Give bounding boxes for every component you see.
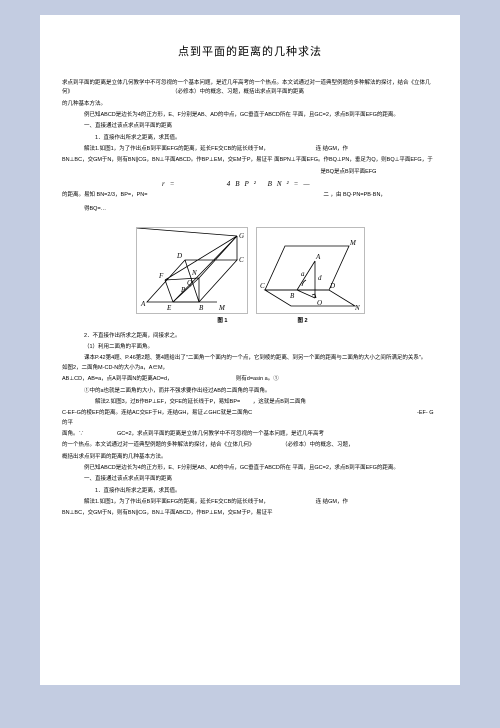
- paragraph-sol1b2: 是BQ是点B到平面EFG: [62, 168, 438, 177]
- paragraph-14: ①中的a也就是二面角的大小，而并不强求要作出经过AB的二面角的平面角。: [62, 387, 438, 396]
- paragraph-intro-2: 的几种基本方法。: [62, 100, 438, 109]
- paragraph-18: 的一个热点。本文试通过对一道典型例题的多种解法的探讨，结合《立体几何》 （必修本…: [62, 441, 438, 450]
- label2-B: B: [290, 292, 295, 300]
- paragraph-dist: 的距离。易知 BN=2/3，BP=，PN= 二 ，由 BQ·PN=PB·BN，: [62, 191, 438, 200]
- paragraph-22: 1．直接作出所求之距离，求其值。: [62, 487, 438, 496]
- label2-d: d: [318, 274, 322, 282]
- label-Q: Q: [187, 279, 192, 287]
- label-D: D: [176, 252, 182, 260]
- label-E: E: [166, 304, 172, 312]
- label2-M: M: [349, 239, 357, 247]
- paragraph-15: 解法2.如图3，过B作BP⊥EF，交FE的延长线于P，易知BP= ，这就是点B到…: [62, 398, 438, 407]
- formula: r= 4BP² BN²=—: [62, 180, 438, 188]
- figure-1-svg: A B C D F E G N P Q M: [137, 228, 247, 313]
- paragraph-sol1b: BN⊥BC，交GM于N，则有BN∥CG，BN⊥平面ABCD。作BP⊥EM，交EM…: [62, 156, 438, 165]
- page-title: 点到平面的距离的几种求法: [62, 43, 438, 59]
- paragraph-12: 课本P.42第4题、P.46第2题、第4题给出了"二面角一个面内的一个点，它到棱…: [62, 354, 438, 373]
- paragraph-16: C-EF-G的棱EF的距离。连结AC交EF于H，连结GH，易证∠GHC就是二面角…: [62, 409, 438, 428]
- label2-O: O: [317, 299, 322, 307]
- paragraph-method-1: 一、直接通过该点求点到平面的距离: [62, 122, 438, 131]
- caption-row: 图 1 图 2: [62, 316, 438, 324]
- caption-2: 图 2: [298, 316, 308, 324]
- label2-D: D: [329, 282, 335, 290]
- paragraph-23: 解法1.如图1，为了作出点B到平面EFG的距离，延长FE交CB的延长线于M， 连…: [62, 498, 438, 507]
- label-C: C: [239, 256, 244, 264]
- label-P: P: [180, 286, 186, 294]
- paragraph-10: 2．不直接作出所求之距离，间接求之。: [62, 332, 438, 341]
- label-G: G: [239, 232, 244, 240]
- label2-A: A: [315, 253, 321, 261]
- caption-1: 图 1: [217, 316, 227, 324]
- label-B: B: [199, 304, 204, 312]
- label-M: M: [218, 304, 226, 312]
- figure-1: A B C D F E G N P Q M: [136, 227, 248, 314]
- paragraph-example: 例已知ABCD是边长为4的正方形，E、F分别是AB、AD的中点，GC垂直于ABC…: [62, 111, 438, 120]
- paragraph-19: 概括出求点到平面的距离的几种基本方法。: [62, 453, 438, 462]
- label2-N: N: [354, 304, 360, 312]
- label-N: N: [191, 269, 197, 277]
- paragraph-13: AB⊥CD，AB=a，点A到平面N的距离AO=d， 则有d=asin a。①: [62, 375, 438, 384]
- document-page: 点到平面的距离的几种求法 求点到平面的距离是立体几何教学中不可忽视的一个基本问题…: [40, 15, 460, 685]
- paragraph-intro-1: 求点到平面的距离是立体几何教学中不可忽视的一个基本问题，是近几年高考的一个热点。…: [62, 79, 438, 98]
- paragraph-24: BN⊥BC，交GM于N，则有BN∥CG，BN⊥平面ABCD，作BP⊥EM，交EM…: [62, 509, 438, 518]
- paragraph-step-1: 1．直接作出所求之距离，求其值。: [62, 134, 438, 143]
- paragraph-21: 一、直接通过该点求点到平面的距离: [62, 475, 438, 484]
- paragraph-20: 例已知ABCD是边长为4的正方形，E、F分别是AB、AD的中点，GC垂直于ABC…: [62, 464, 438, 473]
- paragraph-bq: 得BQ=…: [62, 205, 438, 214]
- diagram-row: A B C D F E G N P Q M: [62, 227, 438, 314]
- label-F: F: [158, 272, 164, 280]
- paragraph-sol1a: 解法1.如图1，为了作出点B到平面EFG的距离，延长FE交CB的延长线于M， 连…: [62, 145, 438, 154]
- figure-2: C D M A O B N a d: [256, 227, 365, 314]
- paragraph-17: 面角。∵ GC=2，求点到平面的距离是立体几何教学中不可忽视的一个基本问题，是近…: [62, 430, 438, 439]
- figure-2-svg: C D M A O B N a d: [257, 228, 364, 313]
- label2-C: C: [260, 282, 265, 290]
- label-A: A: [140, 300, 146, 308]
- paragraph-11: （1）利用二面角的平面角。: [62, 343, 438, 352]
- label2-a: a: [301, 270, 305, 278]
